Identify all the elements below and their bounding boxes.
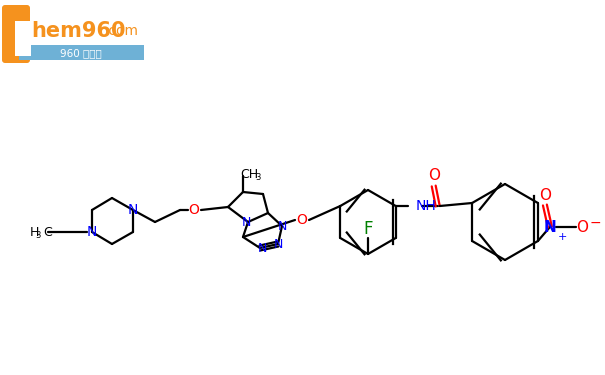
FancyBboxPatch shape bbox=[2, 5, 30, 63]
Text: −: − bbox=[590, 216, 601, 230]
Bar bbox=[19, 45, 144, 60]
Text: C: C bbox=[43, 225, 52, 238]
Text: N: N bbox=[273, 237, 283, 250]
Text: 960 化工网: 960 化工网 bbox=[60, 48, 102, 58]
Text: N: N bbox=[241, 216, 250, 228]
Text: F: F bbox=[363, 220, 373, 238]
Text: O: O bbox=[539, 188, 551, 202]
Bar bbox=[15, 21, 31, 56]
Text: N: N bbox=[87, 225, 97, 239]
Text: O: O bbox=[576, 219, 588, 234]
Text: .com: .com bbox=[105, 24, 139, 38]
Text: N: N bbox=[543, 219, 556, 234]
Text: hem960: hem960 bbox=[31, 21, 125, 41]
Text: 3: 3 bbox=[255, 174, 260, 183]
Text: H: H bbox=[30, 225, 39, 238]
Text: 3: 3 bbox=[35, 231, 41, 240]
Text: N: N bbox=[257, 242, 267, 255]
Text: O: O bbox=[296, 213, 307, 227]
Text: O: O bbox=[189, 203, 200, 217]
Text: NH: NH bbox=[416, 199, 436, 213]
Text: O: O bbox=[428, 168, 440, 183]
Text: +: + bbox=[558, 232, 567, 242]
Text: N: N bbox=[277, 219, 287, 232]
Text: CH: CH bbox=[240, 168, 258, 180]
Text: N: N bbox=[128, 203, 138, 217]
